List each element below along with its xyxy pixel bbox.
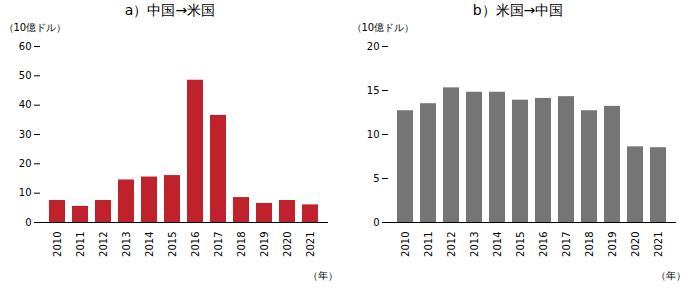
svg-text:10: 10 xyxy=(367,129,380,140)
svg-text:2020: 2020 xyxy=(282,232,293,257)
svg-text:2015: 2015 xyxy=(167,232,178,257)
svg-text:2015: 2015 xyxy=(515,232,526,257)
svg-text:2011: 2011 xyxy=(423,232,434,257)
svg-text:2021: 2021 xyxy=(653,232,664,257)
svg-text:30: 30 xyxy=(19,129,32,140)
html-text:a）中国→米国: a）中国→米国 xyxy=(124,2,216,18)
svg-text:20: 20 xyxy=(19,158,32,169)
svg-text:（年）: （年） xyxy=(308,270,338,281)
svg-text:（10億ドル）: （10億ドル） xyxy=(4,22,67,33)
svg-text:2017: 2017 xyxy=(561,232,572,257)
svg-text:2010: 2010 xyxy=(52,232,63,257)
html-text:b）米国→中国: b）米国→中国 xyxy=(472,2,564,18)
svg-text:2012: 2012 xyxy=(98,232,109,257)
svg-text:2012: 2012 xyxy=(446,232,457,257)
svg-text:60: 60 xyxy=(19,41,32,52)
svg-text:0: 0 xyxy=(373,217,379,228)
svg-text:（10億ドル）: （10億ドル） xyxy=(352,22,415,33)
svg-text:0: 0 xyxy=(25,217,31,228)
svg-text:10: 10 xyxy=(19,187,32,198)
svg-text:2014: 2014 xyxy=(144,232,155,257)
svg-text:2019: 2019 xyxy=(607,232,618,257)
svg-text:（年）: （年） xyxy=(656,270,686,281)
svg-text:20: 20 xyxy=(367,41,380,52)
svg-text:2011: 2011 xyxy=(75,232,86,257)
svg-text:2016: 2016 xyxy=(538,232,549,257)
svg-text:40: 40 xyxy=(19,99,32,110)
svg-text:2013: 2013 xyxy=(469,232,480,257)
svg-text:2021: 2021 xyxy=(305,232,316,257)
svg-text:2010: 2010 xyxy=(400,232,411,257)
svg-text:5: 5 xyxy=(373,173,379,184)
svg-text:2018: 2018 xyxy=(584,232,595,257)
svg-text:15: 15 xyxy=(367,85,380,96)
svg-text:2020: 2020 xyxy=(630,232,641,257)
svg-text:2014: 2014 xyxy=(492,232,503,257)
svg-text:2013: 2013 xyxy=(121,232,132,257)
svg-text:2019: 2019 xyxy=(259,232,270,257)
svg-text:50: 50 xyxy=(19,70,32,81)
svg-text:2016: 2016 xyxy=(190,232,201,257)
svg-text:2017: 2017 xyxy=(213,232,224,257)
svg-text:2018: 2018 xyxy=(236,232,247,257)
